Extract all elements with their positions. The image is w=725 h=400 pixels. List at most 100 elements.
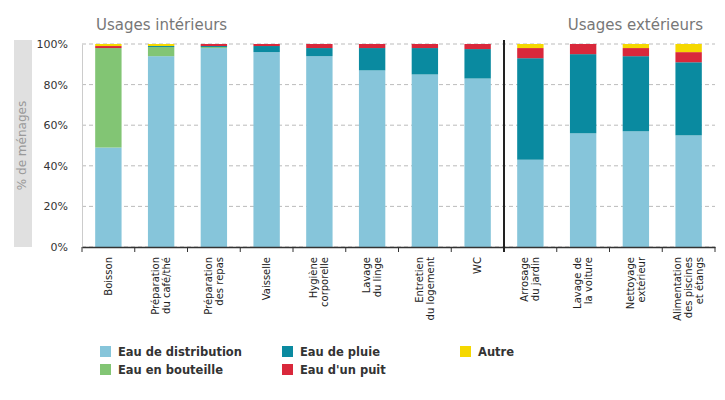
legend-swatch	[100, 346, 111, 357]
grid-line	[82, 84, 715, 85]
category-separator	[293, 247, 294, 252]
x-axis: Boisson Préparationdu café/thé Préparation…	[83, 247, 716, 321]
bar-segment	[464, 79, 490, 247]
x-tick: WC	[472, 247, 483, 274]
bar-segment	[623, 44, 649, 48]
bar-segment	[359, 70, 385, 247]
legend-label: Eau de distribution	[118, 345, 242, 359]
legend-swatch	[100, 364, 111, 375]
legend-label: Eau de pluie	[300, 345, 380, 359]
x-tick: Arrosagedu jardin	[519, 247, 541, 302]
y-axis: 0% 20% 40% 60% 80% 100%	[37, 38, 83, 254]
x-tick-label: Alimentationdes piscineset étangs	[672, 257, 705, 321]
y-tick: 60%	[44, 119, 82, 132]
bar-segment	[570, 44, 596, 54]
bar-segment	[675, 44, 701, 52]
bar-segment	[412, 44, 438, 48]
bar-segment	[253, 52, 279, 247]
bar-segment	[95, 48, 121, 147]
x-tick: Nettoyageextérieur	[625, 247, 647, 309]
x-tick: Préparationdu café/thé	[150, 247, 172, 315]
legend-label: Eau d'un puit	[300, 363, 386, 377]
bar-segment	[306, 56, 332, 247]
bar-segment	[201, 44, 227, 45]
category-separator	[398, 247, 399, 252]
legend-swatch	[460, 346, 471, 357]
x-tick: Entretiendu logement	[414, 247, 436, 320]
grid-line	[82, 165, 715, 166]
bar-segment	[412, 74, 438, 247]
x-tick-label: Entretiendu logement	[414, 257, 436, 320]
bar-segment	[623, 48, 649, 56]
category-separator	[715, 247, 716, 252]
y-tick: 80%	[44, 79, 82, 92]
x-tick-label: Nettoyageextérieur	[625, 256, 647, 309]
x-tick: Vaisselle	[261, 247, 272, 300]
x-tick-label: Préparationdes repas	[203, 257, 225, 315]
bar-segment	[95, 148, 121, 247]
x-tick-label: Arrosagedu jardin	[519, 257, 541, 302]
y-tick-label: 60%	[44, 119, 68, 132]
bar-segment	[412, 48, 438, 74]
chart: % de ménages0%20%40%60%80%100%BoissonPré…	[0, 0, 725, 400]
bar-segment	[623, 56, 649, 131]
bar-segment	[359, 44, 385, 45]
bar-segment	[253, 46, 279, 52]
x-tick-label: Préparationdu café/thé	[150, 257, 172, 315]
category-separator	[82, 247, 83, 252]
legend-item: Eau en bouteille	[100, 363, 223, 377]
x-tick: Hygiènecorporelle	[308, 247, 330, 307]
grid-line	[82, 125, 715, 126]
legend: Eau de distribution Eau en bouteille Eau d…	[100, 345, 514, 377]
group-separator	[503, 40, 505, 252]
y-tick-label: 100%	[37, 38, 68, 51]
category-separator	[187, 247, 188, 252]
bar-segment	[95, 44, 121, 46]
x-tick: Lavage dela voiture	[572, 247, 594, 309]
bar-segment	[517, 160, 543, 247]
bar-segment	[306, 48, 332, 56]
legend-label: Eau en bouteille	[118, 363, 223, 377]
bar-segment	[412, 44, 438, 45]
bar-segment	[201, 44, 227, 46]
bar-segment	[148, 44, 174, 46]
plot: 0% 20% 40% 60% 80% 100% Boisson Préparationdu c…	[37, 38, 716, 321]
x-tick-label: Lavage dela voiture	[572, 257, 594, 309]
bars	[95, 44, 702, 247]
bar-segment	[570, 133, 596, 247]
category-separator	[240, 247, 241, 252]
group-title: Usages intérieurs	[96, 16, 227, 34]
y-tick: 0%	[51, 241, 82, 254]
y-tick-label: 40%	[44, 160, 68, 173]
category-separator	[662, 247, 663, 252]
x-tick-label: Hygiènecorporelle	[308, 257, 330, 307]
y-tick-label: 80%	[44, 79, 68, 92]
y-tick: 20%	[44, 200, 82, 213]
legend-swatch	[282, 346, 293, 357]
category-separator	[556, 247, 557, 252]
bar-segment	[359, 44, 385, 48]
y-tick-label: 20%	[44, 200, 68, 213]
grid-line	[82, 44, 715, 45]
bar-segment	[253, 44, 279, 46]
x-tick: Alimentationdes piscineset étangs	[672, 247, 705, 321]
y-label-band	[14, 40, 32, 247]
bar-segment	[675, 62, 701, 135]
bar-segment	[675, 52, 701, 62]
bar-segment	[148, 46, 174, 47]
group-title: Usages extérieurs	[568, 16, 704, 34]
x-tick-label: Vaisselle	[261, 257, 272, 300]
x-tick: Boisson	[103, 247, 114, 296]
grid	[82, 44, 715, 247]
bar-segment	[570, 54, 596, 133]
category-separator	[609, 247, 610, 252]
x-tick: Lavagedu linge	[361, 247, 383, 297]
bar-segment	[148, 56, 174, 247]
x-tick-label: Lavagedu linge	[361, 257, 383, 297]
legend-item: Autre	[460, 345, 514, 359]
legend-swatch	[282, 364, 293, 375]
legend-item: Eau de pluie	[282, 345, 380, 359]
bar-segment	[201, 46, 227, 47]
bar-segment	[306, 44, 332, 45]
category-separator	[134, 247, 135, 252]
